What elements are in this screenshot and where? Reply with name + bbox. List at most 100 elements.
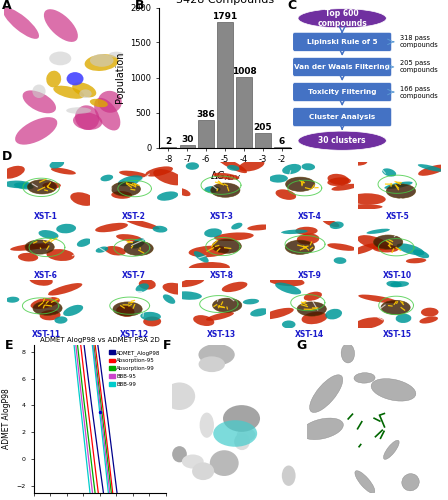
Ellipse shape	[383, 440, 399, 460]
Ellipse shape	[418, 164, 447, 176]
Ellipse shape	[145, 166, 173, 176]
Ellipse shape	[176, 188, 190, 196]
Ellipse shape	[51, 168, 76, 174]
Ellipse shape	[73, 112, 102, 130]
Ellipse shape	[237, 428, 255, 441]
Ellipse shape	[66, 107, 91, 114]
Ellipse shape	[172, 292, 202, 300]
Text: F: F	[163, 339, 171, 352]
Text: 6: 6	[279, 137, 285, 146]
Ellipse shape	[200, 412, 214, 438]
Ellipse shape	[222, 282, 247, 292]
Title: ADMET AlogP98 vs ADMET PSA 2D: ADMET AlogP98 vs ADMET PSA 2D	[40, 337, 159, 343]
Text: Top 600
compounds: Top 600 compounds	[317, 8, 367, 28]
Ellipse shape	[310, 375, 343, 412]
Ellipse shape	[355, 470, 375, 494]
Text: XST-9: XST-9	[297, 271, 322, 280]
Text: XST-7: XST-7	[122, 271, 146, 280]
Ellipse shape	[39, 230, 59, 239]
Ellipse shape	[44, 9, 78, 42]
Ellipse shape	[90, 99, 108, 108]
Ellipse shape	[327, 174, 349, 185]
Ellipse shape	[366, 228, 390, 234]
Text: Cluster Analysis: Cluster Analysis	[309, 114, 375, 120]
Ellipse shape	[30, 297, 60, 309]
Ellipse shape	[194, 251, 209, 262]
Ellipse shape	[327, 178, 351, 186]
Ellipse shape	[56, 224, 76, 234]
Ellipse shape	[354, 372, 375, 383]
Ellipse shape	[53, 86, 84, 99]
FancyBboxPatch shape	[293, 58, 392, 76]
Ellipse shape	[214, 232, 254, 241]
Ellipse shape	[3, 8, 39, 39]
Ellipse shape	[281, 230, 308, 234]
Ellipse shape	[247, 224, 273, 230]
Ellipse shape	[67, 72, 83, 86]
Ellipse shape	[29, 274, 53, 286]
Ellipse shape	[262, 308, 294, 320]
Bar	[255, 133, 271, 148]
Text: XST-1: XST-1	[34, 212, 58, 221]
Ellipse shape	[113, 302, 142, 316]
Ellipse shape	[204, 186, 220, 193]
Ellipse shape	[213, 420, 257, 447]
Ellipse shape	[227, 165, 239, 171]
Ellipse shape	[54, 316, 68, 324]
Ellipse shape	[342, 204, 383, 210]
Ellipse shape	[282, 466, 296, 486]
Ellipse shape	[72, 82, 96, 98]
Text: B: B	[135, 0, 145, 12]
Text: 386: 386	[197, 110, 215, 120]
Y-axis label: Population: Population	[115, 52, 125, 104]
Legend: ADMET_AlogP98, Absorption-95, Absorption-99, BBB-95, BBB-99: ADMET_AlogP98, Absorption-95, Absorption…	[107, 348, 163, 389]
Bar	[236, 77, 252, 148]
X-axis label: $\Delta G_{ADV}$: $\Delta G_{ADV}$	[210, 170, 241, 183]
Ellipse shape	[382, 168, 396, 176]
Ellipse shape	[75, 106, 99, 130]
Ellipse shape	[4, 180, 32, 188]
Ellipse shape	[6, 296, 19, 302]
Ellipse shape	[373, 244, 399, 252]
Ellipse shape	[212, 239, 241, 254]
Ellipse shape	[96, 246, 108, 252]
Text: XST-2: XST-2	[122, 212, 146, 221]
Text: XST-14: XST-14	[295, 330, 324, 339]
Text: 2: 2	[165, 138, 172, 146]
Ellipse shape	[267, 276, 305, 286]
Ellipse shape	[153, 169, 184, 186]
Ellipse shape	[351, 244, 378, 254]
Ellipse shape	[118, 176, 142, 186]
Ellipse shape	[302, 312, 327, 324]
Ellipse shape	[358, 235, 390, 250]
Ellipse shape	[353, 318, 384, 329]
Ellipse shape	[79, 90, 92, 98]
Text: Lipinski Rule of 5: Lipinski Rule of 5	[307, 39, 378, 45]
Ellipse shape	[22, 90, 56, 114]
Ellipse shape	[223, 405, 260, 432]
Ellipse shape	[213, 173, 239, 180]
Ellipse shape	[189, 262, 230, 274]
Ellipse shape	[136, 284, 149, 292]
Ellipse shape	[119, 170, 147, 177]
Ellipse shape	[269, 174, 288, 182]
Ellipse shape	[211, 183, 240, 198]
Text: 205 pass
compounds: 205 pass compounds	[400, 60, 439, 74]
Text: XST-5: XST-5	[386, 212, 409, 221]
Ellipse shape	[85, 54, 118, 71]
FancyBboxPatch shape	[293, 108, 392, 126]
Text: XST-3: XST-3	[210, 212, 234, 221]
Ellipse shape	[275, 282, 301, 294]
Ellipse shape	[143, 316, 161, 326]
Ellipse shape	[46, 70, 61, 88]
Ellipse shape	[33, 301, 62, 316]
Ellipse shape	[14, 182, 34, 190]
Text: 30 clusters: 30 clusters	[319, 136, 366, 145]
Ellipse shape	[301, 418, 343, 440]
Ellipse shape	[298, 131, 386, 150]
Ellipse shape	[25, 244, 48, 249]
Ellipse shape	[239, 159, 264, 172]
Ellipse shape	[111, 191, 132, 199]
Ellipse shape	[172, 446, 187, 462]
Ellipse shape	[330, 222, 344, 229]
